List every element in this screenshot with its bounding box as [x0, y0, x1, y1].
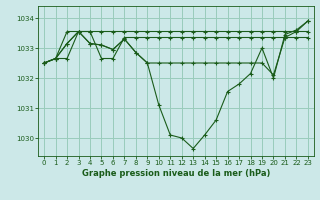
X-axis label: Graphe pression niveau de la mer (hPa): Graphe pression niveau de la mer (hPa) [82, 169, 270, 178]
